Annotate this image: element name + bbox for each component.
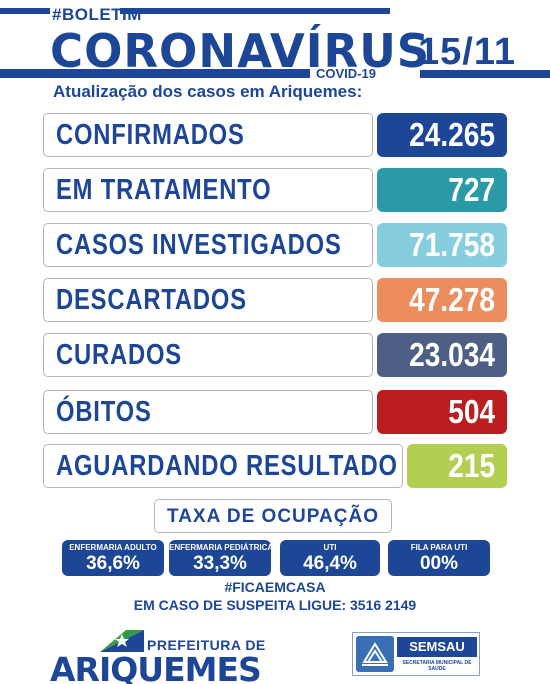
semsau-logo: SEMSAU SECRETARIA MUNICIPAL DE SAÚDE [352, 632, 480, 676]
row-value: 71.758 [409, 226, 495, 263]
occupancy-card-label: ENFERMARIA ADULTO [69, 543, 157, 552]
occupancy-card-label: FILA PARA UTI [410, 543, 468, 552]
row-value: 47.278 [409, 281, 495, 318]
row-label-box: AGUARDANDO RESULTADO [43, 444, 403, 488]
occupancy-card-enfermaria-pediatrica: ENFERMARIA PEDIÁTRICA 33,3% [169, 540, 274, 576]
row-label: DESCARTADOS [56, 284, 247, 316]
row-em-tratamento: EM TRATAMENTO 727 [43, 168, 508, 212]
occupancy-title: TAXA DE OCUPAÇÃO [167, 506, 379, 527]
row-label-box: CONFIRMADOS [43, 113, 373, 157]
occupancy-card-fila-uti: FILA PARA UTI 00% [388, 540, 490, 576]
row-value-box: 727 [377, 168, 507, 212]
row-value-box: 504 [377, 390, 507, 434]
boletim-label: #BOLETIM [52, 5, 142, 24]
row-value-box: 24.265 [377, 113, 507, 157]
date-underline-bar [420, 70, 550, 78]
row-label: EM TRATAMENTO [56, 174, 272, 206]
occupancy-card-label: ENFERMARIA PEDIÁTRICA [169, 543, 274, 552]
row-label-box: CURADOS [43, 333, 373, 377]
row-value: 215 [448, 447, 495, 484]
row-label-box: CASOS INVESTIGADOS [43, 223, 373, 267]
row-casos-investigados: CASOS INVESTIGADOS 71.758 [43, 223, 508, 267]
row-value: 727 [448, 171, 495, 208]
occupancy-card-value: 33,3% [193, 553, 247, 574]
row-curados: CURADOS 23.034 [43, 333, 508, 377]
row-obitos: ÓBITOS 504 [43, 390, 508, 434]
row-confirmados: CONFIRMADOS 24.265 [43, 113, 508, 157]
date-label: 15/11 [418, 31, 516, 73]
row-value-box: 23.034 [377, 333, 507, 377]
semsau-sub-label: SECRETARIA MUNICIPAL DE SAÚDE [402, 660, 472, 672]
boletim-background [50, 6, 120, 26]
covid-label: COVID-19 [316, 66, 376, 81]
header-top-bar [0, 8, 390, 14]
semsau-label: SEMSAU [397, 637, 477, 657]
occupancy-card-uti: UTI 46,4% [280, 540, 380, 576]
row-value-box: 71.758 [377, 223, 507, 267]
occupancy-title-box: TAXA DE OCUPAÇÃO [154, 499, 392, 533]
row-value: 504 [448, 393, 495, 430]
occupancy-card-value: 36,6% [86, 553, 140, 574]
occupancy-card-label: UTI [323, 543, 337, 552]
rondonia-flag-icon [100, 630, 144, 652]
row-value-box: 47.278 [377, 278, 507, 322]
phone-text: EM CASO DE SUSPEITA LIGUE: 3516 2149 [133, 597, 417, 613]
row-descartados: DESCARTADOS 47.278 [43, 278, 508, 322]
hashtag-text: #FICAEMCASA [224, 579, 326, 595]
occupancy-card-value: 00% [419, 553, 459, 574]
title-underline-bar [0, 69, 310, 78]
prefeitura-label: PREFEITURA DE [147, 637, 266, 653]
row-label-box: EM TRATAMENTO [43, 168, 373, 212]
row-label-box: ÓBITOS [43, 390, 373, 434]
occupancy-card-enfermaria-adulto: ENFERMARIA ADULTO 36,6% [62, 540, 164, 576]
row-label: ÓBITOS [56, 396, 152, 428]
row-label-box: DESCARTADOS [43, 278, 373, 322]
ariquemes-logo-text: ARIQUEMES [50, 650, 262, 684]
row-aguardando-resultado: AGUARDANDO RESULTADO 215 [43, 444, 508, 488]
row-label: CONFIRMADOS [56, 119, 245, 151]
occupancy-card-value: 46,4% [303, 553, 357, 574]
row-label: CURADOS [56, 339, 182, 371]
semsau-emblem-icon [356, 636, 394, 672]
row-value: 24.265 [409, 116, 495, 153]
subtitle: Atualização dos casos em Ariquemes: [53, 82, 363, 101]
row-value-box: 215 [407, 444, 507, 488]
row-label: AGUARDANDO RESULTADO [56, 450, 398, 482]
row-value: 23.034 [409, 336, 495, 373]
row-label: CASOS INVESTIGADOS [56, 229, 342, 261]
